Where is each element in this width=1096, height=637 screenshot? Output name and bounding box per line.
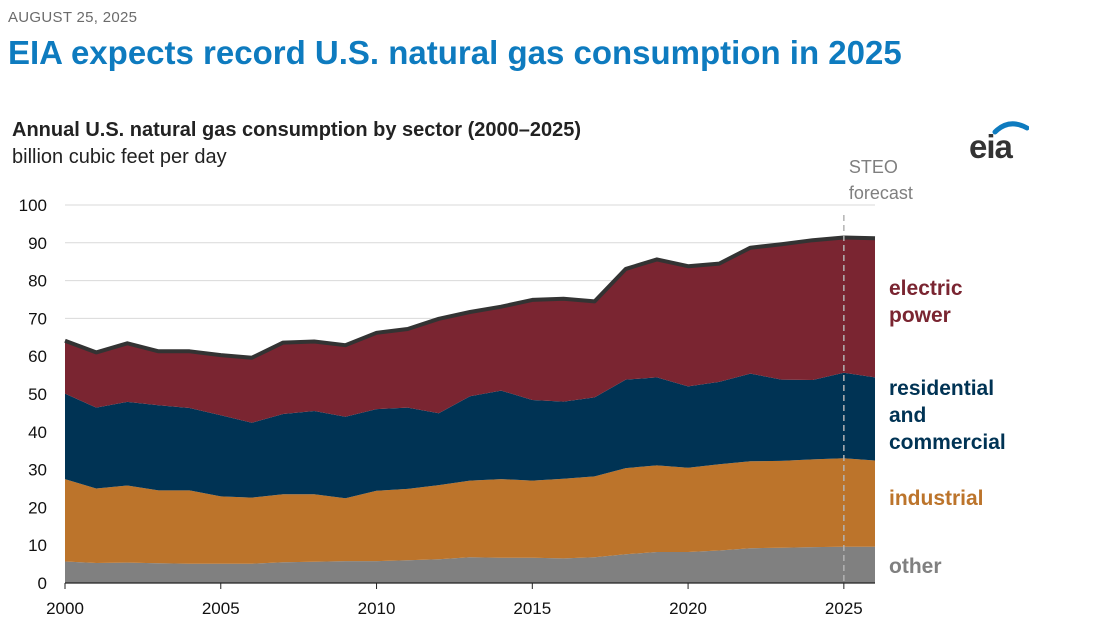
label-residential-commercial: residential xyxy=(889,377,994,400)
chart-subtitle: billion cubic feet per day xyxy=(12,146,227,168)
series-labels: electric power residential and commercial ind… xyxy=(889,277,1006,578)
logo-text: eia xyxy=(969,128,1013,165)
label-residential-commercial: and xyxy=(889,404,926,427)
label-electric-power: power xyxy=(889,304,951,327)
x-tick-label: 2025 xyxy=(825,599,863,618)
y-tick-label: 60 xyxy=(28,347,47,366)
y-tick-label: 10 xyxy=(28,536,47,555)
page-headline: EIA expects record U.S. natural gas cons… xyxy=(8,34,902,71)
chart-title: Annual U.S. natural gas consumption by s… xyxy=(12,119,582,141)
logo-swoosh-icon xyxy=(992,121,1030,135)
area-electric-power xyxy=(65,237,875,423)
label-electric-power: electric xyxy=(889,277,963,300)
total-line-group xyxy=(64,235,876,360)
forecast-label: STEO xyxy=(849,157,898,177)
x-tick-label: 2010 xyxy=(358,599,396,618)
y-tick-label: 70 xyxy=(28,309,47,328)
y-tick-label: 100 xyxy=(19,196,47,215)
y-tick-label: 50 xyxy=(28,385,47,404)
y-tick-label: 0 xyxy=(38,574,47,593)
label-residential-commercial: commercial xyxy=(889,431,1006,454)
forecast-label: forecast xyxy=(849,183,913,203)
y-tick-label: 90 xyxy=(28,234,47,253)
axes: 0 10 20 30 40 50 60 70 80 90 100 2000 2005 2010 2015 20… xyxy=(19,196,875,618)
x-tick-label: 2000 xyxy=(46,599,84,618)
eia-logo: eia xyxy=(965,118,1030,165)
x-tick-label: 2005 xyxy=(202,599,240,618)
y-tick-label: 20 xyxy=(28,498,47,517)
area-residential-and-commercial xyxy=(65,372,875,499)
stacked-areas xyxy=(65,237,875,583)
label-other: other xyxy=(889,555,942,578)
area-other xyxy=(65,546,875,583)
forecast-marker: STEO forecast xyxy=(843,157,913,583)
total-consumption-line xyxy=(64,235,876,360)
y-tick-label: 40 xyxy=(28,423,47,442)
x-tick-label: 2020 xyxy=(669,599,707,618)
y-tick-label: 80 xyxy=(28,272,47,291)
label-industrial: industrial xyxy=(889,487,984,510)
area-industrial xyxy=(65,458,875,564)
publication-date: AUGUST 25, 2025 xyxy=(8,9,138,26)
y-tick-label: 30 xyxy=(28,461,47,480)
x-tick-label: 2015 xyxy=(513,599,551,618)
